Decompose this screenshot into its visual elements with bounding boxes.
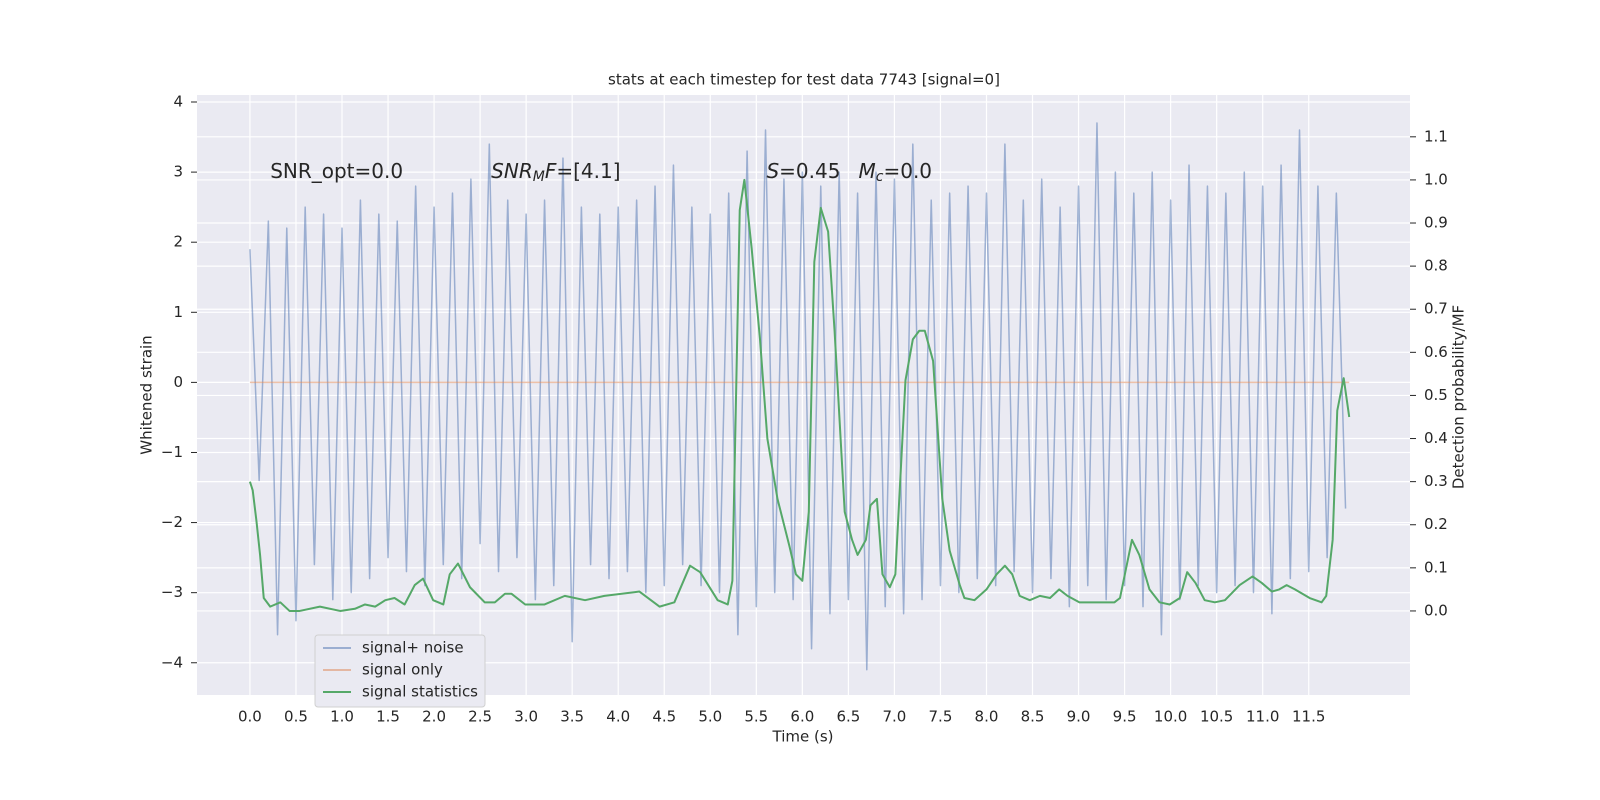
x-tick-label: 9.0 xyxy=(1067,708,1091,726)
y-tick-label: −4 xyxy=(161,653,183,671)
y2-tick-label: 0.7 xyxy=(1424,300,1448,318)
annotation-part: F xyxy=(545,159,557,183)
y-tick-label: −2 xyxy=(161,513,183,531)
x-tick-label: 6.5 xyxy=(836,708,860,726)
y-tick-label: 4 xyxy=(173,93,183,111)
annotation: SNR_opt=0.0 xyxy=(270,159,403,183)
y2-tick-label: 0.6 xyxy=(1424,343,1448,361)
y2-tick-label: 1.1 xyxy=(1424,127,1448,145)
y2-tick-label: 1.0 xyxy=(1424,170,1448,188)
labels: 0.0 0.5 1.0 1.5 2.0 2.5 3.0 3.5 4.0 4.5 5.0 5.5 6.0 6… xyxy=(161,93,1448,726)
x-tick-label: 2.5 xyxy=(468,708,492,726)
legend-label: signal+ noise xyxy=(362,639,464,657)
y2-tick-label: 0.5 xyxy=(1424,386,1448,404)
x-tick-label: 5.0 xyxy=(698,708,722,726)
x-axis-label: Time (s) xyxy=(772,728,834,746)
chart-title: stats at each timestep for test data 774… xyxy=(608,71,1000,89)
y2-tick-label: 0.9 xyxy=(1424,214,1448,232)
y2-tick-label: 0.1 xyxy=(1424,558,1448,576)
x-tick-label: 7.0 xyxy=(882,708,906,726)
annotation-part: =0.45 xyxy=(779,159,840,183)
annotation: Mc=0.0 xyxy=(859,159,933,186)
y2-tick-label: 0.8 xyxy=(1424,257,1448,275)
annotation-part: SNR_opt=0.0 xyxy=(270,159,403,183)
y2-tick-label: 0.0 xyxy=(1424,601,1448,619)
x-tick-label: 0.0 xyxy=(238,708,262,726)
y-tick-label: 1 xyxy=(173,303,183,321)
x-tick-label: 2.0 xyxy=(422,708,446,726)
x-tick-label: 7.5 xyxy=(929,708,953,726)
y-tick-label: 0 xyxy=(173,373,183,391)
legend-label: signal statistics xyxy=(362,683,478,701)
annotation: SNRMF=[4.1] xyxy=(491,159,620,186)
x-tick-label: 10.0 xyxy=(1154,708,1187,726)
x-tick-label: 11.0 xyxy=(1246,708,1279,726)
grid xyxy=(197,95,1410,695)
x-tick-label: 3.5 xyxy=(560,708,584,726)
annotation: S=0.45 xyxy=(766,159,840,183)
annotation-part: c xyxy=(876,169,884,185)
x-tick-label: 11.5 xyxy=(1292,708,1325,726)
marks: SNR_opt=0.0 SNRMF=[4.1] S=0.45 Mc=0.0 xyxy=(248,122,1351,671)
y2-tick-label: 0.4 xyxy=(1424,429,1448,447)
series-line xyxy=(249,122,1347,671)
y2-tick-label: 0.2 xyxy=(1424,515,1448,533)
y-tick-label: −3 xyxy=(161,583,183,601)
x-tick-label: 8.5 xyxy=(1021,708,1045,726)
y2-tick-label: 0.3 xyxy=(1424,472,1448,490)
legend-box xyxy=(314,634,486,708)
x-tick-label: 1.0 xyxy=(330,708,354,726)
series-line xyxy=(248,178,1351,612)
annotation-part: S xyxy=(766,159,779,183)
annotation-part: M xyxy=(859,159,876,183)
x-tick-label: 4.0 xyxy=(606,708,630,726)
x-tick-label: 0.5 xyxy=(284,708,308,726)
y-axis-label: Whitened strain xyxy=(138,335,156,454)
annotation-part: SNR xyxy=(491,159,533,183)
x-tick-label: 10.5 xyxy=(1200,708,1233,726)
y-tick-label: 2 xyxy=(173,233,183,251)
y-tick-label: 3 xyxy=(173,163,183,181)
x-tick-label: 6.0 xyxy=(790,708,814,726)
x-tick-label: 9.5 xyxy=(1113,708,1137,726)
x-tick-label: 4.5 xyxy=(652,708,676,726)
x-tick-label: 3.0 xyxy=(514,708,538,726)
legend: signal+ noise signal only signal statistic… xyxy=(314,634,486,708)
annotation-part: =[4.1] xyxy=(556,159,620,183)
annotation-part: =0.0 xyxy=(883,159,932,183)
x-tick-label: 1.5 xyxy=(376,708,400,726)
y-tick-label: −1 xyxy=(161,443,183,461)
legend-label: signal only xyxy=(362,661,443,679)
annotation-part: M xyxy=(533,169,545,185)
x-tick-label: 8.0 xyxy=(975,708,999,726)
y2-axis-label: Detection probability/MF xyxy=(1450,305,1468,489)
x-tick-label: 5.5 xyxy=(744,708,768,726)
